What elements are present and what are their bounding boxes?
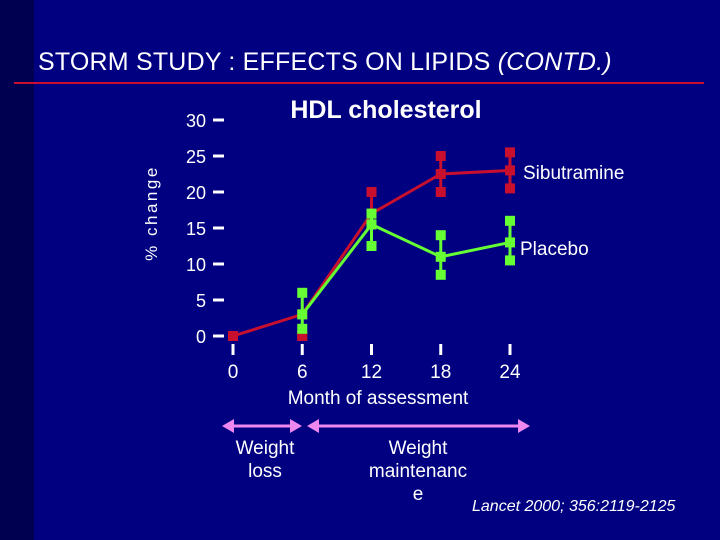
- x-tick-label-12: 12: [361, 362, 382, 383]
- placebo-label: Placebo: [520, 239, 589, 260]
- placebo-errorcap-low-24: [505, 255, 515, 266]
- left-accent-strip: [0, 0, 34, 540]
- phase-weight-maintenance: Weight maintenanc e: [356, 437, 480, 506]
- slide-title: STORM STUDY : EFFECTS ON LIPIDS (CONTD.): [38, 48, 612, 77]
- placebo-point-6: [297, 309, 308, 320]
- chart-title: HDL cholesterol: [290, 96, 481, 124]
- y-tick-label-5: 5: [196, 291, 206, 311]
- sibutramine-errorcap-low-6: [297, 331, 308, 341]
- sibutramine-errorcap-high-12: [366, 187, 377, 197]
- sibutramine-errorcap-high-24: [505, 147, 515, 158]
- placebo-line: [301, 222, 511, 316]
- phase-weight-maintenance-line2: maintenanc: [368, 461, 468, 482]
- phase-weight-loss-line1: Weight: [235, 438, 295, 459]
- x-tick-label-18: 18: [430, 362, 451, 383]
- x-axis-label: Month of assessment: [288, 388, 469, 409]
- placebo-errorcap-high-18: [435, 230, 446, 241]
- x-tick-label-24: 24: [499, 362, 521, 383]
- y-tick-label-25: 25: [186, 147, 206, 167]
- slide-title-main: STORM STUDY : EFFECTS ON LIPIDS: [38, 48, 491, 76]
- x-tick-label-6: 6: [297, 362, 308, 383]
- citation: Lancet 2000; 356:2119-2125: [472, 498, 676, 515]
- sibutramine-point-0: [228, 331, 238, 341]
- phase-weight-loss: Weight loss: [222, 437, 308, 483]
- placebo-point-12: [366, 219, 377, 230]
- x-tick-label-0: 0: [228, 362, 239, 383]
- placebo-errorcap-high-12: [366, 208, 377, 219]
- slide-title-emph: (CONTD.): [497, 48, 612, 76]
- weight-maintenance-arrow-head-right: [518, 419, 530, 433]
- weight-loss-arrow-head-left: [222, 419, 234, 433]
- title-underline: [14, 82, 704, 84]
- phase-weight-loss-line2: loss: [248, 461, 282, 482]
- sibutramine-label: Sibutramine: [523, 163, 624, 184]
- phase-weight-maintenance-line3: e: [412, 484, 424, 505]
- weight-maintenance-arrow-head-left: [307, 419, 319, 433]
- sibutramine-point-24: [505, 165, 515, 176]
- sibutramine-errorcap-high-18: [435, 151, 446, 161]
- placebo-errorcap-low-18: [435, 269, 446, 280]
- sibutramine-point-18: [435, 169, 446, 179]
- placebo-point-18: [435, 251, 446, 262]
- y-tick-label-15: 15: [186, 219, 206, 239]
- phase-weight-maintenance-line1: Weight: [388, 438, 448, 459]
- y-tick-label-0: 0: [196, 327, 206, 347]
- y-axis-label: % change: [142, 165, 161, 261]
- placebo-errorcap-high-6: [297, 287, 308, 298]
- weight-loss-arrow-head-right: [290, 419, 302, 433]
- y-tick-label-20: 20: [186, 183, 206, 203]
- placebo-errorcap-low-12: [366, 241, 377, 251]
- sibutramine-errorcap-low-24: [505, 183, 515, 194]
- placebo-errorcap-high-24: [505, 215, 515, 226]
- y-tick-label-30: 30: [186, 111, 206, 131]
- sibutramine-errorcap-low-18: [435, 187, 446, 197]
- y-tick-label-10: 10: [186, 255, 206, 275]
- placebo-errorcap-low-6: [297, 323, 308, 334]
- placebo-point-24: [505, 237, 515, 248]
